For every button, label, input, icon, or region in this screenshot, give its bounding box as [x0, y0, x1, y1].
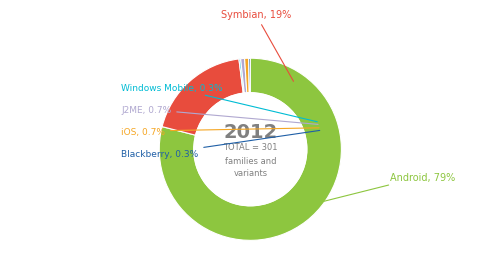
- Wedge shape: [248, 59, 250, 93]
- Wedge shape: [239, 59, 245, 94]
- Text: Symbian, 19%: Symbian, 19%: [221, 10, 294, 82]
- Text: variants: variants: [233, 169, 267, 178]
- Text: TOTAL = 301: TOTAL = 301: [223, 142, 277, 151]
- Wedge shape: [162, 60, 243, 136]
- Text: Windows Mobile, 0.3%: Windows Mobile, 0.3%: [121, 84, 317, 122]
- Wedge shape: [245, 59, 249, 93]
- Wedge shape: [241, 59, 247, 94]
- Text: 2012: 2012: [223, 122, 277, 141]
- Text: Android, 79%: Android, 79%: [299, 172, 455, 208]
- Text: Blackberry, 0.3%: Blackberry, 0.3%: [121, 131, 320, 159]
- Text: J2ME, 0.7%: J2ME, 0.7%: [121, 105, 318, 125]
- Circle shape: [194, 93, 307, 206]
- Text: iOS, 0.7%: iOS, 0.7%: [121, 127, 319, 136]
- Wedge shape: [159, 59, 341, 240]
- Text: families and: families and: [225, 156, 276, 165]
